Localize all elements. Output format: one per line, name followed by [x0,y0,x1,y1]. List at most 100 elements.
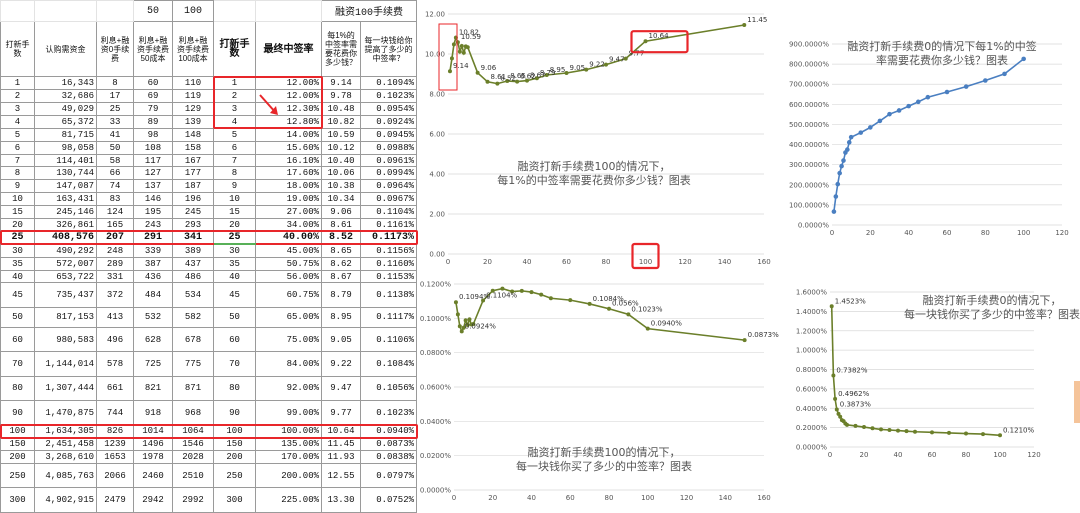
table-cell: 6 [213,140,256,155]
data-point [879,427,883,432]
x-tick-label: 20 [488,494,497,502]
highlight-strip [1070,381,1080,423]
data-label: 0.0940% [651,320,682,328]
data-point [1002,71,1007,77]
x-tick-label: 120 [1027,451,1040,459]
table-cell: 11.93 [321,450,361,464]
table-cell: 147,087 [34,179,97,194]
table-cell: 8.62 [321,256,361,271]
table-cell: 3 [0,102,35,116]
table-cell: 0.1056% [359,375,418,401]
data-point [505,79,510,83]
table-cell: 35 [0,256,35,271]
table-cell: 486 [172,269,214,284]
table-cell: 5 [213,127,256,142]
table-row: 15 245,146 124 195 245 15 27.00% 9.06 0.1104% [0,205,418,220]
y-tick-label: 0.8000% [796,366,827,374]
table-cell: 490,292 [34,243,97,258]
table-row: 25 408,576 207 291 341 25 40.00% 8.52 0.1173% [0,230,418,245]
data-point [519,288,524,293]
table-cell: 9.22 [321,351,361,377]
data-point [525,78,529,83]
data-label: 8.52 [500,75,516,83]
table-cell: 11.45 [321,437,361,452]
table-cell: 9 [0,179,35,194]
data-point [841,158,846,163]
y-tick-label: 900.0000% [789,41,829,49]
column-header: 打新手数 [0,21,35,78]
table-cell: 84.00% [255,351,322,377]
data-point [534,76,539,81]
table-cell: 10.48 [321,102,361,116]
column-header: 每一块钱给你提高了多少的中签率？ [359,21,418,78]
data-label: 8.61 [491,73,507,81]
table-top-row: 50 100 融资100手续费 [0,0,418,23]
table-cell: 32,686 [34,89,97,103]
data-label: 0.4962% [838,390,869,398]
data-point [461,50,466,55]
x-tick-label: 100 [639,258,652,266]
table-cell: 167 [172,153,214,168]
table-cell: 1 [0,76,35,91]
table-cell: 725 [133,351,173,377]
y-tick-label: 0.1000% [420,315,451,323]
table-row: 10 163,431 83 146 196 10 19.00% 10.34 0.0967% [0,192,418,207]
table-cell: 484 [133,282,173,308]
data-point [529,290,534,295]
chart-title: 融资打新手续费0的情况下， [923,293,1062,307]
y-tick-label: 0.0000% [420,487,451,495]
table-cell: 817,153 [34,306,97,328]
data-point [645,326,650,331]
table-cell: 9.78 [321,89,361,103]
data-point [835,181,841,187]
table-cell: 196 [172,192,214,207]
data-point [564,71,569,75]
data-point [510,289,515,294]
table-cell: 8.79 [321,282,361,308]
table-cell: 8 [96,76,134,91]
chart-title: 每一块钱你买了多少的中签率？图表 [516,459,692,473]
data-point [913,429,917,434]
x-tick-label: 20 [866,229,875,237]
data-point [846,140,852,145]
data-point [829,304,834,309]
x-tick-label: 140 [719,494,732,502]
table-cell: 1014 [133,424,173,439]
table-cell: 150 [213,437,256,452]
y-tick-label: 0.6000% [796,385,827,393]
table-cell: 100 [213,424,256,439]
data-label: 0.0924% [465,322,496,330]
table-row: 8 130,744 66 127 177 8 17.60% 10.06 0.0994% [0,166,418,181]
table-cell: 10.59 [321,127,361,142]
data-point [455,312,460,317]
y-tick-label: 4.00 [429,171,445,179]
x-tick-label: 40 [894,451,903,459]
table-cell: 45 [213,282,256,308]
table-cell: 127 [133,166,173,181]
green-underline [213,243,256,246]
table-cell: 163,431 [34,192,97,207]
x-tick-label: 20 [860,451,869,459]
table-cell: 572,007 [34,256,97,271]
data-point [839,163,844,169]
table-cell: 30 [213,243,256,258]
y-tick-label: 8.00 [429,91,445,99]
table-cell: 35 [213,256,256,271]
data-point [925,94,931,100]
table-cell: 10 [0,192,35,207]
table-cell: 20 [213,218,256,232]
table-cell: 92.00% [255,375,322,401]
table-row: 40 653,722 331 436 486 40 56.00% 8.67 0.1153% [0,269,418,284]
y-tick-label: 2.00 [429,211,445,219]
column-header: 利息+融资手续费50成本 [133,21,173,78]
data-label: 0.1210% [1003,426,1034,434]
data-point [465,323,470,328]
table-cell: 9 [213,179,256,194]
table-cell: 80 [0,375,35,401]
table-cell: 65.00% [255,306,322,328]
data-point [831,209,837,214]
data-point [465,45,470,50]
table-cell: 12.55 [321,462,361,489]
column-header: 利息+融资手续费100成本 [172,21,214,78]
y-tick-label: 0.0600% [420,384,451,392]
